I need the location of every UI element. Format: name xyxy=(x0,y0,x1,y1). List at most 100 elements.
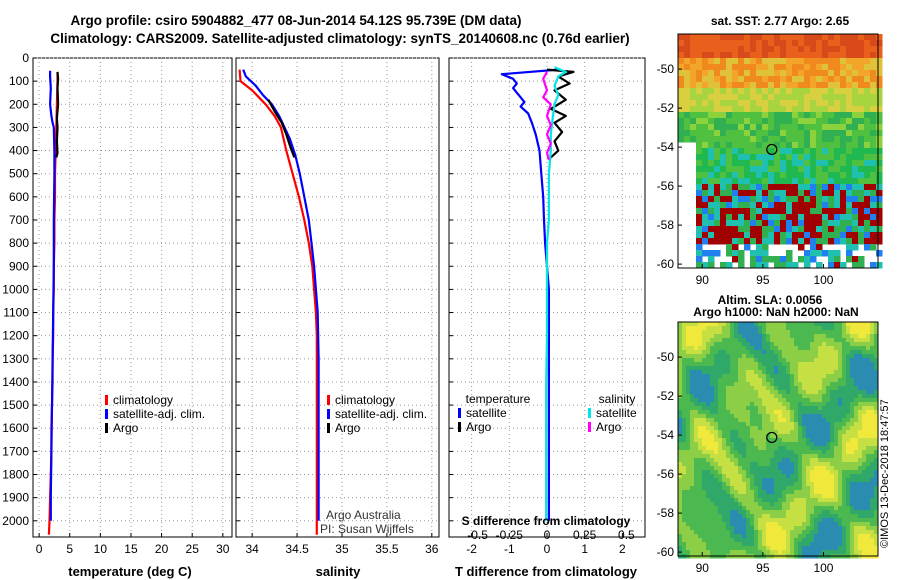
sla-map-cell-2333 xyxy=(810,506,815,511)
sla-map-cell-579 xyxy=(794,366,799,371)
sst-map-cell-1019 xyxy=(720,220,727,227)
sst-map-cell-697 xyxy=(834,154,841,161)
sla-map-cell-1816 xyxy=(742,466,747,471)
sla-map-cell-1343 xyxy=(850,426,855,431)
sla-map-cell-731 xyxy=(802,378,807,383)
sla-map-cell-1177 xyxy=(786,414,791,419)
sla-map-cell-1940 xyxy=(838,474,843,479)
sla-map-cell-1305 xyxy=(698,426,703,431)
sla-map-cell-376 xyxy=(782,350,787,355)
sst-map-cell-716 xyxy=(762,160,769,167)
sla-map-cell-1439 xyxy=(834,434,839,439)
difference-series-s-argo xyxy=(542,71,552,161)
sla-map-cell-2458 xyxy=(710,518,715,523)
sla-map-cell-2859 xyxy=(714,550,719,555)
sst-map-cell-717 xyxy=(768,160,775,167)
sla-map-cell-787 xyxy=(826,382,831,387)
sst-map-cell-538 xyxy=(846,124,853,131)
sst-map-cell-721 xyxy=(792,160,799,167)
sla-map-cell-2174 xyxy=(774,494,779,499)
sla-map-cell-86 xyxy=(822,326,827,331)
sla-map-cell-2616 xyxy=(742,530,747,535)
sla-map-cell-1939 xyxy=(834,474,839,479)
sst-map-cell-999 xyxy=(786,214,793,221)
sla-map-cell-886 xyxy=(822,390,827,395)
sst-map-cell-309 xyxy=(696,88,703,95)
sla-map-cell-2459 xyxy=(714,518,719,523)
sla-map-cell-654 xyxy=(694,374,699,379)
sst-map-cell-517 xyxy=(720,124,727,131)
sst-map-cell-186 xyxy=(774,64,781,71)
sla-map-cell-2833 xyxy=(810,546,815,551)
sst-map-cell-692 xyxy=(804,154,811,161)
sla-map-cell-2282 xyxy=(806,502,811,507)
sst-map-cell-139 xyxy=(696,58,703,65)
sla-map-cell-82 xyxy=(806,326,811,331)
sla-map-cell-7 xyxy=(706,322,711,327)
sla-map-cell-3 xyxy=(690,322,695,327)
sla-map-cell-433 xyxy=(810,354,815,359)
sla-map-cell-1488 xyxy=(830,438,835,443)
sla-map-cell-1139 xyxy=(834,410,839,415)
sla-map-cell-2408 xyxy=(710,514,715,519)
sla-map-cell-593 xyxy=(850,366,855,371)
sla-map-cell-2595 xyxy=(858,526,863,531)
sst-map-cell-58 xyxy=(822,40,829,47)
sla-map-cell-1375 xyxy=(778,430,783,435)
sla-map-cell-1336 xyxy=(822,426,827,431)
sla-map-cell-2764 xyxy=(734,542,739,547)
sla-map-cell-1821 xyxy=(762,466,767,471)
sla-map-cell-754 xyxy=(694,382,699,387)
sla-map-cell-1630 xyxy=(798,450,803,455)
difference-xtick-label-2: 0 xyxy=(544,542,551,556)
sla-map-cell-1922 xyxy=(766,474,771,479)
sla-map-cell-336 xyxy=(822,346,827,351)
sla-map-cell-134 xyxy=(814,330,819,335)
sla-map-cell-1522 xyxy=(766,442,771,447)
sla-map-cell-1057 xyxy=(706,406,711,411)
temperature-ytick-label-5: 500 xyxy=(9,167,29,181)
sst-map-cell-579 xyxy=(684,136,691,143)
sla-map-cell-150 xyxy=(678,334,683,339)
sla-map-cell-1810 xyxy=(718,466,723,471)
sla-map-cell-1991 xyxy=(842,478,847,483)
sst-map-cell-571 xyxy=(840,130,847,137)
sla-map-cell-571 xyxy=(762,366,767,371)
sla-map-cell-843 xyxy=(850,386,855,391)
sla-map-cell-623 xyxy=(770,370,775,375)
sst-map-cell-94 xyxy=(834,46,841,53)
sla-map-cell-2127 xyxy=(786,490,791,495)
sla-map-cell-853 xyxy=(690,390,695,395)
sst-map-cell-1046 xyxy=(696,226,703,233)
sla-map-cell-18 xyxy=(750,322,755,327)
sst-map-cell-715 xyxy=(756,160,763,167)
sla-map-cell-2283 xyxy=(810,502,815,507)
sla-map-cell-356 xyxy=(702,350,707,355)
sla-map-cell-387 xyxy=(826,350,831,355)
sst-map-cell-760 xyxy=(840,166,847,173)
sla-map-cell-1086 xyxy=(822,406,827,411)
sst-map-cell-668 xyxy=(846,148,853,155)
sst-map-cell-149 xyxy=(756,58,763,65)
sla-map-cell-2444 xyxy=(854,514,859,519)
sla-map-cell-454 xyxy=(694,358,699,363)
sla-map-cell-2754 xyxy=(694,542,699,547)
sst-map-cell-734 xyxy=(870,160,877,167)
sla-map-cell-1501 xyxy=(682,442,687,447)
sla-map-cell-2704 xyxy=(694,538,699,543)
sla-map-cell-2071 xyxy=(762,486,767,491)
sla-map-cell-2534 xyxy=(814,522,819,527)
sst-map-cell-660 xyxy=(798,148,805,155)
sla-map-cell-2580 xyxy=(798,526,803,531)
sla-map-cell-2778 xyxy=(790,542,795,547)
sst-map-cell-554 xyxy=(738,130,745,137)
sst-map-cell-482 xyxy=(714,118,721,125)
sst-map-cell-444 xyxy=(690,112,697,119)
sla-map-cell-2411 xyxy=(722,514,727,519)
sla-map-cell-1685 xyxy=(818,454,823,459)
sla-map-cell-2374 xyxy=(774,510,779,515)
sla-map-cell-2386 xyxy=(822,510,827,515)
sla-map-cell-1032 xyxy=(806,402,811,407)
sst-map-cell-693 xyxy=(810,154,817,161)
sla-map-cell-2667 xyxy=(746,534,751,539)
